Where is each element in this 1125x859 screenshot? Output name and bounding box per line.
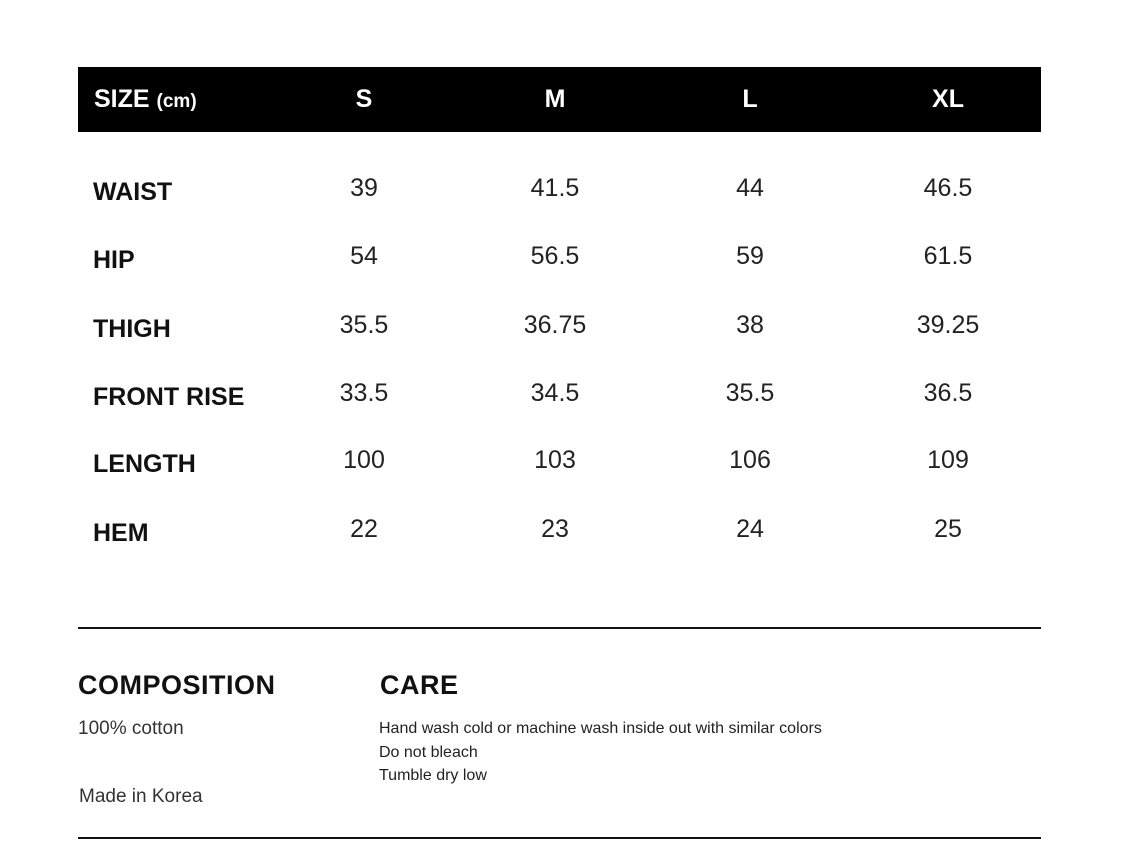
table-row-hip: HIP 54 56.5 59 61.5 — [78, 240, 1041, 280]
cell-value: 33.5 — [339, 379, 389, 407]
cell-value: 61.5 — [923, 242, 973, 270]
cell-value: 106 — [729, 446, 771, 474]
size-header-unit: (cm) — [156, 91, 197, 112]
cell-value: 109 — [927, 446, 969, 474]
care-instruction: Do not bleach — [379, 743, 478, 761]
section-divider-bottom — [78, 837, 1041, 839]
cell-value: 38 — [736, 311, 764, 339]
cell-value: 23 — [541, 515, 569, 543]
cell-value: 34.5 — [530, 379, 580, 407]
cell-value: 36.5 — [923, 379, 973, 407]
table-row-thigh: THIGH 35.5 36.75 38 39.25 — [78, 309, 1041, 349]
row-label: FRONT RISE — [93, 383, 245, 411]
care-instruction: Hand wash cold or machine wash inside ou… — [379, 720, 822, 737]
cell-value: 46.5 — [923, 174, 973, 202]
care-instruction: Tumble dry low — [379, 767, 487, 784]
cell-value: 39.25 — [916, 311, 980, 339]
composition-material: 100% cotton — [78, 718, 184, 739]
cell-value: 44 — [736, 174, 764, 202]
cell-value: 24 — [736, 515, 764, 543]
care-instructions-list: Hand wash cold or machine wash inside ou… — [379, 717, 822, 788]
table-row-waist: WAIST 39 41.5 44 46.5 — [78, 172, 1041, 212]
cell-value: 35.5 — [725, 379, 775, 407]
cell-value: 25 — [934, 515, 962, 543]
row-label: HEM — [93, 519, 149, 547]
row-label: LENGTH — [93, 450, 196, 478]
row-label: HIP — [93, 246, 135, 274]
cell-value: 22 — [350, 515, 378, 543]
care-title: CARE — [380, 670, 459, 700]
cell-value: 39 — [350, 174, 378, 202]
cell-value: 100 — [343, 446, 385, 474]
cell-value: 56.5 — [530, 242, 580, 270]
table-row-length: LENGTH 100 103 106 109 — [78, 444, 1041, 484]
size-column-m: M — [544, 85, 566, 113]
composition-title: COMPOSITION — [78, 670, 276, 700]
row-label: WAIST — [93, 178, 173, 206]
size-column-xl: XL — [932, 85, 964, 113]
cell-value: 36.75 — [523, 311, 587, 339]
cell-value: 59 — [736, 242, 764, 270]
cell-value: 103 — [534, 446, 576, 474]
size-table-header: SIZE (cm) S M L XL — [78, 67, 1041, 132]
section-divider-top — [78, 627, 1041, 629]
size-header-title: SIZE (cm) — [94, 67, 197, 132]
composition-origin: Made in Korea — [79, 786, 203, 807]
table-row-hem: HEM 22 23 24 25 — [78, 513, 1041, 553]
size-column-l: L — [742, 85, 758, 113]
size-column-s: S — [355, 85, 373, 113]
cell-value: 41.5 — [530, 174, 580, 202]
size-header-label: SIZE — [94, 85, 150, 113]
row-label: THIGH — [93, 315, 171, 343]
cell-value: 35.5 — [339, 311, 389, 339]
cell-value: 54 — [350, 242, 378, 270]
table-row-front-rise: FRONT RISE 33.5 34.5 35.5 36.5 — [78, 377, 1041, 417]
